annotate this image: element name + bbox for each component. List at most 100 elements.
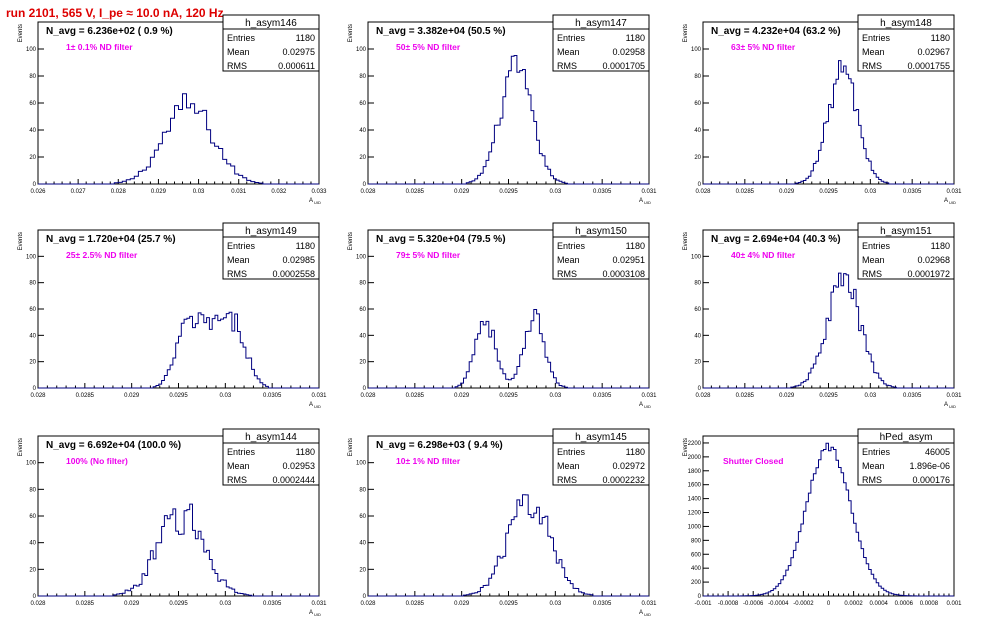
stats-row-label: Mean (227, 461, 250, 471)
stats-row-value: 1180 (626, 447, 645, 457)
y-tick-label: 40 (359, 333, 366, 339)
x-tick-label: 0.0305 (593, 393, 612, 399)
stats-box-frame (552, 222, 650, 280)
y-tick-label: 100 (691, 47, 702, 53)
y-axis-label: Events (18, 438, 24, 456)
y-tick-label: 40 (694, 333, 701, 339)
stats-row-value: 0.02972 (612, 461, 645, 471)
x-tick-label: 0.033 (311, 189, 327, 195)
x-tick-label: 0.0305 (593, 601, 612, 607)
x-tick-label: 0.026 (30, 189, 46, 195)
x-tick-label: 0.0305 (593, 189, 612, 195)
stats-box-name: h_asym150 (575, 226, 627, 237)
stats-row-label: RMS (557, 475, 577, 485)
histogram-series-line (703, 272, 954, 389)
y-tick-label: 0 (363, 594, 367, 600)
x-tick-label: 0.0285 (76, 393, 95, 399)
x-axis-label: A (639, 402, 643, 408)
x-tick-label: 0.029 (454, 393, 470, 399)
stats-box: h_asym148 Entries 1180 Mean 0.02967 RMS 0.0001… (857, 14, 955, 72)
y-tick-label: 600 (691, 552, 702, 558)
annotation-text: 63± 5% ND filter (731, 42, 796, 52)
y-tick-label: 20 (694, 155, 701, 161)
y-tick-label: 40 (359, 128, 366, 134)
stats-box-name: h_asym146 (245, 18, 297, 29)
stats-box-frame (222, 14, 320, 72)
x-tick-label: 0.03 (219, 393, 231, 399)
histogram-series-line (368, 494, 649, 597)
stats-box-frame (552, 428, 650, 486)
stats-row-value: 0.0001972 (907, 269, 950, 279)
x-tick-label: 0.028 (695, 189, 711, 195)
stats-row-label: Entries (862, 447, 891, 457)
x-tick-label: 0.029 (124, 393, 140, 399)
x-axis-label-subscript: UID (949, 200, 956, 205)
stats-row-value: 0.02968 (917, 255, 950, 265)
stats-row-label: Mean (862, 47, 885, 57)
stats-box-frame (552, 14, 650, 72)
stats-row-label: Entries (227, 447, 256, 457)
x-tick-label: 0.03 (193, 189, 205, 195)
title-text: N_avg = 1.720e+04 (25.7 %) (46, 234, 176, 245)
y-axis-label: Events (348, 232, 354, 250)
x-tick-label: 0 (827, 601, 831, 607)
stats-row-label: Mean (557, 47, 580, 57)
x-axis-label-subscript: UID (314, 200, 321, 205)
y-tick-label: 1000 (688, 524, 702, 530)
histogram-series-line (38, 311, 319, 389)
y-tick-label: 1600 (688, 483, 702, 489)
title-box (705, 24, 856, 37)
histogram-panel-h_asym144: 0.028 0.0285 0.029 0.0295 0.03 0.0305 0.031 0 20… (18, 428, 327, 617)
stats-row-value: 0.02967 (917, 47, 950, 57)
y-tick-label: 80 (694, 281, 701, 287)
x-tick-label: 0.028 (695, 393, 711, 399)
y-tick-label: 40 (694, 128, 701, 134)
stats-row-value: 0.02975 (282, 47, 315, 57)
x-axis-label-subscript: UID (644, 404, 651, 409)
stats-row-value: 0.0002558 (272, 269, 315, 279)
title-box (40, 438, 197, 451)
x-tick-label: 0.0305 (263, 601, 282, 607)
stats-box: h_asym144 Entries 1180 Mean 0.02953 RMS 0.0002… (222, 428, 320, 486)
x-tick-label: 0.0295 (499, 393, 518, 399)
x-tick-label: 0.029 (151, 189, 167, 195)
title-box (370, 232, 521, 245)
stats-row-value: 0.0003108 (602, 269, 645, 279)
stats-row-value: 0.02958 (612, 47, 645, 57)
histogram-panel-h_asym147: 0.028 0.0285 0.029 0.0295 0.03 0.0305 0.031 0 20… (348, 14, 657, 205)
x-tick-label: 0.031 (641, 393, 657, 399)
y-tick-label: 20 (359, 567, 366, 573)
x-axis-label-subscript: UID (949, 404, 956, 409)
y-axis-label: Events (683, 438, 689, 456)
stats-box-frame (222, 428, 320, 486)
x-axis-label: A (309, 198, 313, 204)
title-box (370, 24, 521, 37)
stats-box-name: h_asym144 (245, 432, 297, 443)
stats-box-frame (857, 14, 955, 72)
y-tick-label: 20 (29, 360, 36, 366)
x-tick-label: -0.0006 (743, 601, 764, 607)
stats-row-label: Mean (862, 461, 885, 471)
y-tick-label: 20 (359, 360, 366, 366)
x-tick-label: 0.0285 (76, 601, 95, 607)
histogram-series-line (368, 55, 649, 185)
y-tick-label: 80 (359, 281, 366, 287)
stats-row-value: 0.0002444 (272, 475, 315, 485)
histogram-panel-h_asym151: 0.028 0.0285 0.029 0.0295 0.03 0.0305 0.031 0 20… (683, 222, 962, 409)
stats-box-frame (222, 222, 320, 280)
y-tick-label: 100 (356, 47, 367, 53)
y-tick-label: 100 (356, 461, 367, 467)
title-text: N_avg = 3.382e+04 (50.5 %) (376, 26, 506, 37)
stats-box-frame (857, 428, 955, 486)
y-axis-label: Events (348, 24, 354, 42)
x-tick-label: -0.0002 (793, 601, 814, 607)
x-tick-label: 0.031 (946, 189, 962, 195)
x-tick-label: 0.0004 (870, 601, 889, 607)
stats-box-frame (857, 222, 955, 280)
stats-row-label: RMS (862, 475, 882, 485)
x-axis-label: A (639, 198, 643, 204)
y-tick-label: 60 (359, 307, 366, 313)
y-axis-label: Events (683, 24, 689, 42)
y-tick-label: 0 (698, 386, 702, 392)
